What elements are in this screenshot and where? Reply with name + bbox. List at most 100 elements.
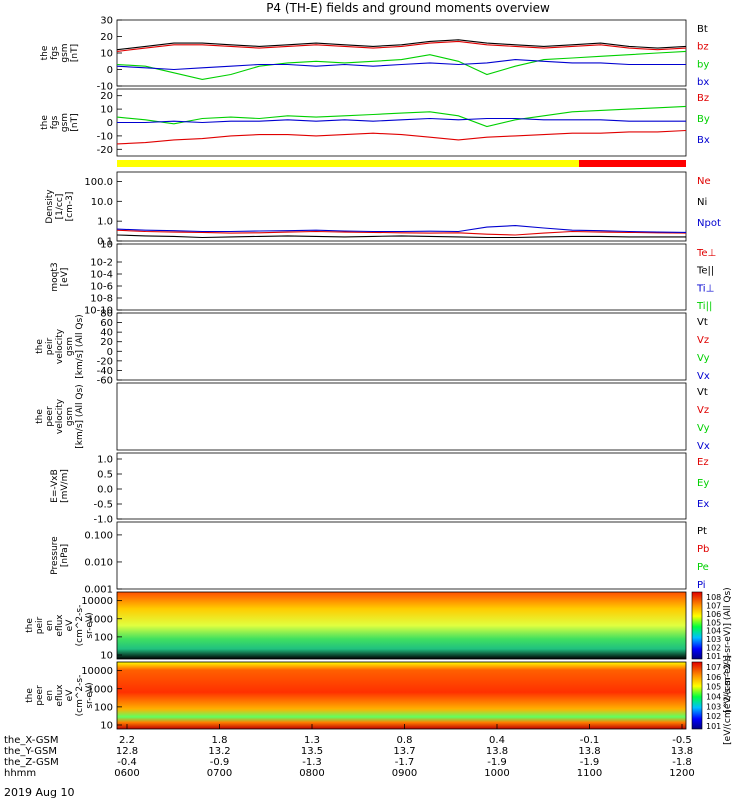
legend-by: By: [697, 114, 710, 125]
x-row-label: the_Y-GSM: [4, 746, 57, 757]
series-line-bz: [116, 40, 687, 52]
y-axis-label: [nPa]: [60, 544, 70, 567]
legend-ey: Ey: [697, 478, 709, 489]
x-row-value: 13.5: [301, 746, 323, 757]
colorbar-peir_spec: [691, 591, 703, 660]
panel-frame: [116, 382, 687, 451]
y-tick-label: 10: [100, 49, 113, 60]
x-row-value: -0.9: [210, 757, 230, 768]
x-row-value: 13.2: [208, 746, 230, 757]
x-row-value: -0.5: [672, 735, 692, 746]
x-row-value: 13.8: [578, 746, 600, 757]
y-axis-label: [eV]: [60, 268, 70, 287]
x-row-value: 0900: [392, 768, 417, 779]
y-axis-label: eflux: [55, 614, 65, 637]
legend-pe: Pe: [697, 562, 709, 573]
y-tick-label: 10-6: [90, 282, 113, 293]
x-row-value: 13.8: [671, 746, 693, 757]
y-axis-label: (cm^2-s-: [75, 605, 85, 647]
x-row-value: 13.7: [393, 746, 415, 757]
series-line-bx: [117, 117, 686, 124]
y-tick-label: 20: [100, 32, 113, 43]
series-line-by: [116, 50, 687, 80]
y-tick-label: 0.5: [97, 470, 113, 481]
y-axis-label: [cm-3]: [65, 192, 75, 222]
y-tick-label: 0.100: [84, 530, 113, 541]
y-tick-label: -1.0: [93, 515, 113, 526]
panel-fgs2: 20 10 0 -10 -20 the fgs gsm [nT] Bz By Bx: [40, 88, 710, 157]
y-tick-label: 10-10: [84, 306, 113, 317]
y-axis-label: gsm: [65, 407, 75, 426]
legend-vt: Vt: [697, 317, 708, 328]
legend-ti||: Ti||: [696, 301, 712, 312]
y-tick-label: -20: [97, 356, 113, 367]
x-row-value: 0800: [299, 768, 324, 779]
y-tick-label: 20: [100, 91, 113, 102]
colorbar-unit-label: [eV/(cm^2-s-sr-eV)] (All Qs): [723, 587, 733, 712]
y-axis-label: Density: [45, 189, 55, 224]
panel-pressure: 0.100 0.010 0.001 Pressure [nPa] Pt Pb Pe Pi: [50, 521, 709, 596]
colorbar-tick: 101: [706, 652, 721, 661]
y-tick-label: 0.1: [97, 237, 113, 248]
y-axis-label: [nT]: [70, 44, 80, 62]
y-axis-label: peir: [45, 337, 55, 355]
y-axis-label: [1/cc]: [55, 194, 65, 220]
legend-vy: Vy: [697, 353, 710, 364]
x-row-value: 1.3: [304, 735, 320, 746]
y-tick-label: 1000: [88, 614, 113, 625]
y-tick-label: 0.001: [84, 585, 113, 596]
colorbar-tick: 105: [706, 618, 721, 627]
colorbar-tick: 102: [706, 712, 721, 721]
y-axis-label: the: [35, 339, 45, 354]
x-row-value: 1200: [669, 768, 694, 779]
panel-frame: [116, 171, 687, 242]
y-tick-label: 20: [100, 337, 113, 348]
panel-efield: 1.0 0.5 0.0 -0.5 -1.0 E=-VxB [mV/m] Ez Ey Ex: [50, 452, 709, 526]
y-axis-label: velocity: [55, 328, 65, 364]
legend-pi: Pi: [697, 580, 706, 591]
series-line-bz: [116, 129, 687, 145]
series-line-npot: [116, 225, 687, 233]
x-row-value: 0600: [114, 768, 139, 779]
y-axis-label: the: [25, 618, 35, 633]
legend-ez: Ez: [697, 457, 709, 468]
x-row-value: -1.8: [672, 757, 692, 768]
y-tick-label: 10: [100, 105, 113, 116]
quality-bar-good: [117, 160, 579, 167]
y-tick-label: 30: [100, 16, 113, 27]
y-tick-label: 0.010: [84, 557, 113, 568]
y-tick-label: -60: [97, 376, 113, 387]
colorbar-tick: 107: [706, 601, 721, 610]
colorbar-tick: 102: [706, 644, 721, 653]
x-row-value: -1.3: [302, 757, 322, 768]
y-tick-label: -0.5: [93, 500, 113, 511]
y-axis-label: eflux: [55, 684, 65, 707]
x-row-label: hhmm: [4, 768, 36, 779]
legend-vt: Vt: [697, 387, 708, 398]
y-axis-label: [nT]: [70, 113, 80, 131]
y-axis-label: the: [40, 45, 50, 60]
y-axis-label: [km/s] (All Qs): [75, 314, 85, 378]
colorbar-tick: 106: [706, 673, 721, 682]
x-row-value: 13.8: [486, 746, 508, 757]
x-row-label: the_X-GSM: [4, 735, 58, 746]
colorbar-unit-label: [eV/(cm^2-s-sr-eV)]: [723, 655, 733, 745]
panel-peer_velocity: the peer velocity gsm [km/s] (All Qs) Vt Vz Vy V…: [35, 382, 710, 452]
y-axis-label: [km/s] (All Qs): [75, 384, 85, 448]
x-row-value: 1000: [484, 768, 509, 779]
y-tick-label: 10-2: [90, 258, 113, 269]
legend-ex: Ex: [697, 499, 709, 510]
y-tick-label: 10: [100, 720, 113, 731]
plot-title: P4 (TH-E) fields and ground moments over…: [266, 1, 550, 15]
y-axis-label: moqt3: [50, 262, 60, 291]
colorbar-tick: 108: [706, 593, 721, 602]
legend-vx: Vx: [697, 371, 710, 382]
y-tick-label: 10.0: [91, 197, 113, 208]
date-label: 2019 Aug 10: [4, 786, 74, 799]
x-row-value: 0.4: [489, 735, 505, 746]
series-line-ne: [116, 229, 687, 236]
colorbar-tick: 106: [706, 610, 721, 619]
